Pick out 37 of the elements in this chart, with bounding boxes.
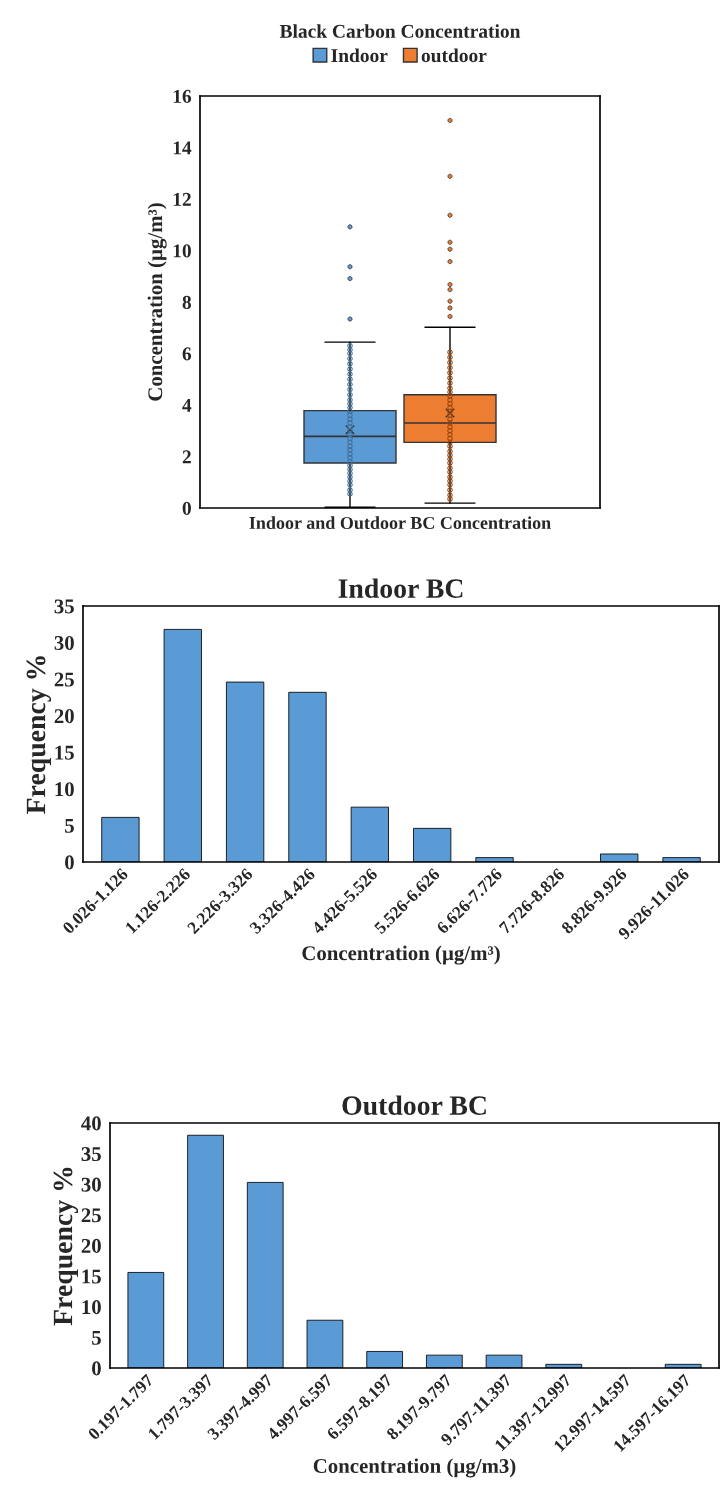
y-tick-label: 25: [54, 672, 74, 687]
y-tick-label: 35: [54, 599, 74, 614]
x-axis-title: Indoor and Outdoor BC Concentration: [249, 516, 551, 530]
y-tick-label: 14: [173, 141, 192, 155]
y-tick-label: 40: [81, 1116, 101, 1131]
y-tick-label: 4: [182, 398, 192, 412]
legend-label: outdoor: [421, 48, 487, 63]
y-tick-label: 10: [55, 782, 74, 797]
y-tick-label: 20: [81, 1238, 101, 1253]
x-axis-title: Concentration (µg/m³): [302, 945, 500, 965]
y-tick-label: 16: [173, 89, 192, 103]
y-tick-label: 35: [81, 1147, 101, 1162]
y-tick-label: 8: [182, 295, 192, 309]
y-tick-label: 6: [182, 347, 192, 361]
y-tick-label: 15: [55, 745, 74, 760]
y-tick-label: 25: [81, 1208, 101, 1223]
y-axis-title: Frequency %: [26, 656, 52, 814]
chart-title: Black Carbon Concentration: [279, 24, 521, 38]
legend-label: Indoor: [331, 48, 388, 63]
y-tick-label: 12: [173, 192, 191, 206]
y-tick-label: 30: [54, 635, 74, 650]
y-tick-label: 0: [182, 501, 191, 515]
y-axis-title: Frequency %: [53, 1167, 79, 1326]
x-axis-title: Concentration (µg/m3): [313, 1458, 516, 1478]
y-tick-label: 10: [82, 1300, 101, 1315]
y-tick-label: 5: [65, 819, 74, 833]
y-tick-label: 15: [82, 1269, 101, 1284]
chart-title: Outdoor BC: [342, 1095, 486, 1116]
y-tick-label: 10: [173, 244, 191, 258]
y-tick-label: 0: [65, 855, 74, 870]
y-axis-title: Concentration (µg/m³): [147, 203, 167, 401]
y-tick-label: 30: [81, 1177, 101, 1192]
y-tick-label: 20: [54, 709, 74, 724]
y-tick-label: 2: [182, 450, 191, 464]
chart-title: Indoor BC: [338, 578, 463, 598]
y-tick-label: 0: [92, 1361, 101, 1376]
y-tick-label: 5: [92, 1330, 101, 1345]
